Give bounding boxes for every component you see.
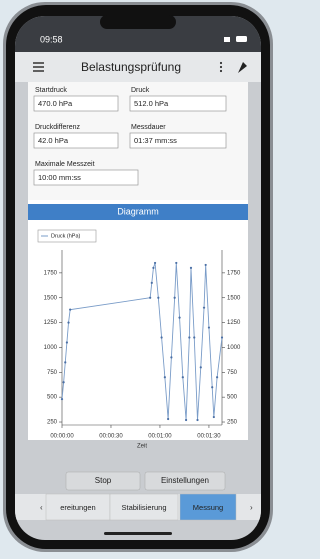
data-point [178, 317, 180, 319]
data-point [67, 321, 69, 323]
data-point [69, 309, 71, 311]
notch [100, 15, 176, 29]
legend-label: Druck (hPa) [51, 233, 81, 239]
field-label: Druckdifferenz [35, 124, 81, 131]
data-point [61, 398, 63, 400]
field-label: Maximale Messzeit [35, 161, 95, 168]
x-tick-label: 00:01:00 [148, 434, 172, 440]
data-point [167, 418, 169, 420]
y-tick-label: 1000 [44, 345, 58, 351]
data-point [154, 262, 156, 264]
y-tick-label: 500 [47, 395, 58, 401]
tab-prev[interactable]: ‹ [40, 503, 43, 512]
y2-tick-label: 1750 [227, 270, 241, 276]
tabs: ereitungen Stabilisierung Messung [46, 494, 236, 520]
field-value: 10:00 mm:ss [38, 173, 81, 182]
x-tick-label: 00:01:30 [197, 434, 221, 440]
data-point [211, 386, 213, 388]
tab-label: Stabilisierung [121, 503, 166, 512]
y-tick-label: 1500 [44, 295, 58, 301]
home-indicator [104, 532, 172, 535]
x-tick-label: 00:00:00 [50, 434, 74, 440]
signal-icon [224, 37, 230, 42]
y2-tick-label: 750 [227, 370, 238, 376]
status-time: 09:58 [40, 34, 63, 44]
y2-tick-label: 1000 [227, 345, 241, 351]
data-point [149, 297, 151, 299]
data-point [216, 376, 218, 378]
data-point [200, 366, 202, 368]
y-tick-label: 1750 [44, 270, 58, 276]
y-tick-label: 250 [47, 420, 58, 426]
y2-tick-label: 1500 [227, 295, 241, 301]
field-value: 42.0 hPa [38, 136, 69, 145]
app-title: Belastungsprüfung [81, 60, 181, 74]
data-point [170, 356, 172, 358]
data-point [205, 264, 207, 266]
y2-tick-label: 1250 [227, 320, 241, 326]
data-point [190, 267, 192, 269]
data-point [63, 381, 65, 383]
x-axis-label: Zeit [137, 444, 147, 450]
data-point [160, 336, 162, 338]
y2-tick-label: 500 [227, 395, 238, 401]
y-tick-label: 750 [47, 370, 58, 376]
button-label: Stop [95, 476, 112, 485]
data-point [188, 336, 190, 338]
data-point [152, 267, 154, 269]
tab-label: Messung [193, 503, 223, 512]
section-title: Diagramm [117, 206, 159, 216]
data-point [208, 326, 210, 328]
data-point [196, 419, 198, 421]
field-label: Startdruck [35, 87, 67, 94]
button-label: Einstellungen [161, 476, 209, 485]
data-point [174, 297, 176, 299]
field-value: 01:37 mm:ss [134, 136, 177, 145]
screen: 09:58 Belastungsprüfung Diagramm Startdr… [15, 16, 261, 540]
data-point [193, 336, 195, 338]
page: 09:58 Belastungsprüfung Diagramm Startdr… [0, 0, 276, 554]
y-tick-label: 1250 [44, 320, 58, 326]
data-point [66, 341, 68, 343]
y2-tick-label: 250 [227, 420, 238, 426]
phone: 09:58 Belastungsprüfung Diagramm Startdr… [0, 0, 276, 554]
data-point [221, 336, 223, 338]
tab-next[interactable]: › [250, 503, 253, 512]
data-point [157, 297, 159, 299]
field-label: Messdauer [131, 124, 166, 131]
data-point [213, 416, 215, 418]
data-point [164, 376, 166, 378]
data-point [185, 419, 187, 421]
buttons: Stop Einstellungen [66, 472, 225, 490]
battery-icon [236, 36, 247, 42]
field-value: 512.0 hPa [134, 99, 169, 108]
data-point [203, 307, 205, 309]
data-point [182, 376, 184, 378]
more-icon[interactable] [220, 62, 222, 72]
tab-label: ereitungen [60, 503, 95, 512]
field-label: Druck [131, 87, 150, 94]
x-tick-label: 00:00:30 [99, 434, 123, 440]
data-point [64, 361, 66, 363]
data-point [175, 262, 177, 264]
data-point [151, 282, 153, 284]
field-value: 470.0 hPa [38, 99, 73, 108]
